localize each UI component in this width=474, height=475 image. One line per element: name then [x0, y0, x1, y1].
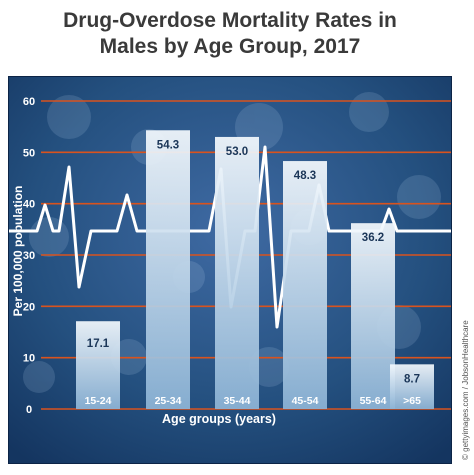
y-tick-label-0: 0 — [26, 404, 32, 416]
bar-55-64 — [351, 223, 395, 409]
x-tick-label-35-44: 35-44 — [224, 395, 251, 407]
chart-title-line-2: Males by Age Group, 2017 — [99, 35, 361, 58]
y-tick-label-50: 50 — [23, 147, 35, 159]
image-credit-text: © gettyimages.com / JobsonHealthcare — [461, 320, 470, 460]
chart-panel: 0 10 20 30 40 50 60 15-24 25-34 35-44 45-54 55-64 >… — [8, 76, 452, 464]
bar->65 — [390, 364, 434, 409]
y-tick-label-10: 10 — [23, 353, 35, 365]
bar-15-24 — [76, 321, 120, 409]
data-label-45-54: 48.3 — [294, 170, 316, 182]
chart-title: Drug-Overdose Mortality Rates in Males b… — [10, 8, 450, 60]
chart-title-line-1: Drug-Overdose Mortality Rates in — [63, 9, 397, 32]
data-label->65: 8.7 — [404, 373, 420, 385]
y-axis-title: Per 100,000 population — [11, 186, 25, 317]
x-tick-label-25-34: 25-34 — [155, 395, 182, 407]
y-tick-label-40: 40 — [23, 199, 35, 211]
data-labels: 17.1 54.3 53.0 48.3 36.2 8.7 — [87, 139, 420, 385]
y-axis-tick-labels: 0 10 20 30 40 50 60 — [23, 96, 35, 416]
x-tick-label-15-24: 15-24 — [85, 395, 112, 407]
bar-45-54 — [283, 161, 327, 409]
bar-25-34 — [146, 130, 190, 409]
data-label-35-44: 53.0 — [226, 146, 248, 158]
x-tick-label-55-64: 55-64 — [360, 395, 387, 407]
x-tick-label-45-54: 45-54 — [292, 395, 319, 407]
data-label-15-24: 17.1 — [87, 338, 110, 350]
y-tick-label-20: 20 — [23, 301, 35, 313]
x-axis-title: Age groups (years) — [162, 412, 276, 426]
x-tick-label->65: >65 — [403, 395, 421, 407]
x-axis-tick-labels: 15-24 25-34 35-44 45-54 55-64 >65 — [85, 395, 421, 407]
bar-chart: 0 10 20 30 40 50 60 15-24 25-34 35-44 45-54 55-64 >… — [9, 77, 451, 463]
image-credit: © gettyimages.com / JobsonHealthcare — [461, 270, 471, 460]
bars — [76, 130, 434, 409]
y-tick-label-30: 30 — [23, 250, 35, 262]
data-label-55-64: 36.2 — [362, 232, 384, 244]
y-tick-label-60: 60 — [23, 96, 35, 108]
bar-35-44 — [215, 136, 259, 409]
data-label-25-34: 54.3 — [157, 139, 179, 151]
